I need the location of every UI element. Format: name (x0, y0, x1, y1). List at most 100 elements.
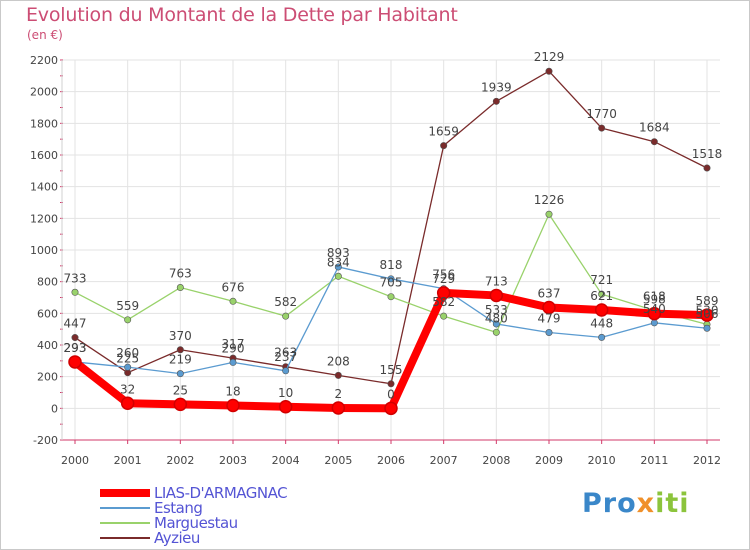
data-point (71, 288, 79, 296)
data-point (436, 286, 451, 300)
legend-label: Ayzieu (154, 529, 200, 547)
x-tick-label: 2003 (219, 454, 247, 467)
data-point (334, 371, 342, 379)
data-point (331, 401, 346, 415)
data-label: 293 (64, 341, 87, 355)
data-point (489, 288, 504, 303)
data-label: 729 (432, 272, 455, 286)
y-tick-label: 1000 (30, 244, 58, 257)
data-point (176, 370, 184, 378)
data-point (176, 284, 184, 292)
y-tick-label: 0 (51, 402, 58, 415)
data-label: 676 (222, 280, 245, 294)
x-tick-label: 2010 (588, 454, 616, 467)
data-label: 448 (590, 316, 613, 330)
data-label: 713 (485, 274, 508, 288)
data-point (384, 401, 398, 416)
data-label: 370 (169, 329, 192, 343)
data-label: 225 (116, 352, 139, 366)
data-point (492, 320, 500, 328)
data-label: 25 (173, 383, 188, 397)
y-tick-label: 2000 (30, 86, 58, 99)
proxiti-logo: Proxiti (582, 488, 690, 519)
data-label: 2129 (534, 50, 565, 64)
data-point (650, 138, 658, 146)
data-point (594, 303, 609, 317)
chart-unit: (en €) (27, 28, 63, 42)
data-point (226, 398, 240, 413)
data-label: 1770 (586, 107, 617, 121)
data-point (71, 334, 79, 342)
x-tick-label: 2012 (693, 454, 721, 467)
data-point (282, 367, 290, 375)
data-label: 1226 (534, 193, 565, 207)
data-point (545, 210, 553, 218)
data-label: 155 (380, 363, 403, 377)
data-label: 834 (327, 255, 350, 269)
y-tick-label: 1600 (30, 149, 58, 162)
data-point (176, 346, 184, 354)
y-tick-label: 1400 (30, 181, 58, 194)
y-tick-label: 600 (37, 307, 58, 320)
data-point (703, 324, 711, 332)
data-point (598, 333, 606, 341)
data-label: 637 (538, 286, 561, 300)
data-label: 263 (274, 346, 297, 360)
data-point (229, 358, 237, 366)
data-point (229, 297, 237, 305)
x-tick-label: 2009 (535, 454, 563, 467)
data-point (440, 142, 448, 150)
x-tick-label: 2005 (324, 454, 352, 467)
data-point (650, 319, 658, 327)
y-tick-label: 400 (37, 339, 58, 352)
data-label: 582 (274, 295, 297, 309)
data-label: 480 (485, 311, 508, 325)
data-point (387, 275, 395, 283)
x-tick-label: 2001 (114, 454, 142, 467)
chart-title: Evolution du Montant de la Dette par Hab… (26, 4, 458, 26)
data-point (124, 316, 132, 324)
data-label: 32 (120, 382, 135, 396)
data-label: 733 (64, 271, 87, 285)
data-label: 1939 (481, 80, 512, 94)
x-tick-label: 2006 (377, 454, 405, 467)
legend-swatch (100, 507, 150, 509)
data-label: 721 (590, 273, 613, 287)
data-point (387, 293, 395, 301)
data-point (120, 396, 135, 411)
data-label: 559 (116, 299, 139, 313)
x-tick-label: 2011 (640, 454, 668, 467)
data-label: 618 (643, 289, 666, 303)
data-point (542, 300, 556, 315)
legend-label: Marguestau (154, 514, 238, 532)
data-point (440, 312, 448, 320)
x-tick-label: 2008 (482, 454, 510, 467)
data-point (68, 355, 82, 369)
data-point (598, 124, 606, 132)
data-point (545, 328, 553, 336)
data-label: 530 (696, 303, 719, 317)
data-point (387, 380, 395, 388)
x-tick-label: 2007 (430, 454, 458, 467)
data-label: 0 (387, 387, 395, 401)
data-label: 598 (643, 293, 666, 307)
data-label: 705 (380, 276, 403, 290)
y-tick-label: 800 (37, 276, 58, 289)
data-point (703, 164, 711, 172)
data-label: 208 (327, 354, 350, 368)
y-tick-label: -200 (33, 434, 58, 447)
data-label: 893 (327, 246, 350, 260)
x-tick-label: 2004 (272, 454, 300, 467)
data-point (278, 400, 293, 414)
data-label: 756 (432, 268, 455, 282)
y-tick-label: 1800 (30, 117, 58, 130)
data-point (700, 308, 714, 322)
data-label: 237 (274, 350, 297, 364)
legend-label: LIAS-D'ARMAGNAC (154, 484, 288, 502)
data-label: 621 (590, 289, 613, 303)
data-point (282, 312, 290, 320)
legend-swatch (100, 537, 150, 539)
data-label: 818 (380, 258, 403, 272)
data-label: 582 (432, 295, 455, 309)
